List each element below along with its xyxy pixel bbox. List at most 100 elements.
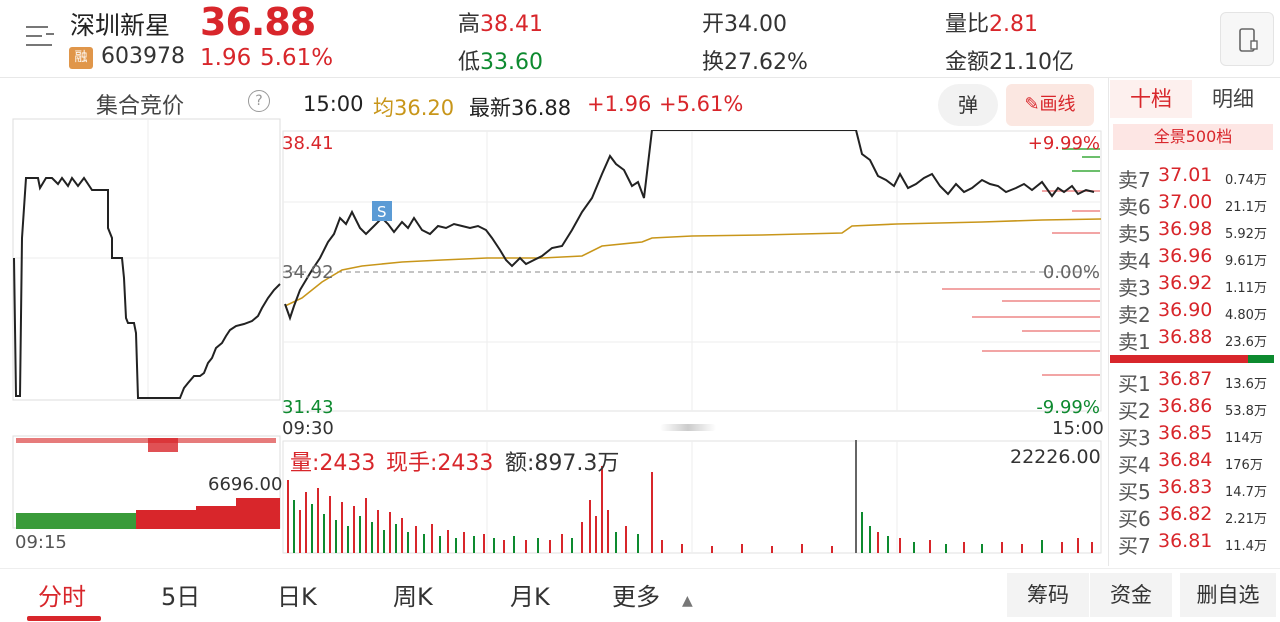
bid-row: 买7 36.81 11.4万: [1118, 530, 1276, 558]
draw-line-label: 画线: [1039, 94, 1076, 115]
popup-button[interactable]: 弹: [938, 84, 998, 126]
auction-vol-max: 6696.00: [208, 474, 282, 495]
amount-label: 额:897.3万: [505, 451, 620, 476]
info-latest-price: 最新36.88: [469, 96, 572, 120]
ask-label: 卖7: [1118, 168, 1151, 192]
info-avg-price: 均36.20: [373, 96, 455, 120]
stock-code: 603978: [101, 44, 185, 69]
help-icon[interactable]: ?: [248, 90, 270, 112]
funds-button[interactable]: 资金: [1090, 573, 1172, 617]
intraday-chart: S 38.41 34.92 31.43 +9.99% 0.00% -9.99%: [282, 130, 1102, 418]
bid-label: 买1: [1118, 372, 1151, 396]
tab-intraday[interactable]: 分时: [38, 583, 86, 611]
tab-more[interactable]: 更多 ▲: [612, 577, 693, 612]
ask-row: 卖3 36.92 1.11万: [1118, 272, 1276, 300]
tab-details[interactable]: 明细: [1212, 87, 1254, 111]
axis-pct-mid: 0.00%: [1043, 262, 1100, 283]
axis-pct-bottom: -9.99%: [1036, 397, 1100, 418]
bid-volume: 2.21万: [1225, 512, 1267, 527]
draw-line-button[interactable]: ✎画线: [1006, 84, 1094, 126]
ask-row: 卖6 37.00 21.1万: [1118, 191, 1276, 219]
axis-price-top: 38.41: [282, 133, 334, 154]
stat-open-value: 34.00: [724, 12, 787, 37]
tab-day-k[interactable]: 日K: [277, 583, 317, 611]
ask-row: 卖5 36.98 5.92万: [1118, 218, 1276, 246]
axis-time-start: 09:30: [282, 418, 334, 439]
full-level-button[interactable]: 全景500档: [1113, 124, 1273, 150]
ask-price: 36.92: [1158, 272, 1213, 294]
bid-row: 买2 36.86 53.8万: [1118, 395, 1276, 423]
tab-ten-levels[interactable]: 十档: [1110, 80, 1192, 118]
ask-label: 卖6: [1118, 195, 1151, 219]
tab-5day[interactable]: 5日: [161, 583, 201, 611]
ask-row: 卖1 36.88 23.6万: [1118, 326, 1276, 354]
stat-low-label: 低: [458, 50, 481, 75]
bid-label: 买3: [1118, 426, 1151, 450]
tab-month-k[interactable]: 月K: [510, 583, 550, 611]
stat-amount-value: 21.10亿: [989, 50, 1074, 75]
bid-label: 买7: [1118, 534, 1151, 558]
stat-vol-ratio-label: 量比: [945, 12, 990, 37]
bid-volume: 14.7万: [1225, 485, 1267, 500]
ask-row: 卖7 37.01 0.74万: [1118, 164, 1276, 192]
current-hand-label: 现手:2433: [386, 451, 494, 476]
volume-label: 量:2433: [290, 451, 376, 476]
remove-favorite-button[interactable]: 删自选: [1180, 573, 1276, 617]
ask-row: 卖2 36.90 4.80万: [1118, 299, 1276, 327]
auction-time-label: 09:15: [15, 532, 67, 548]
chips-button[interactable]: 筹码: [1007, 573, 1089, 617]
orderbook-divider: [1108, 78, 1109, 566]
ask-price: 37.01: [1158, 164, 1213, 186]
stat-high-value: 38.41: [480, 12, 543, 37]
ask-volume: 9.61万: [1225, 254, 1267, 269]
bid-label: 买4: [1118, 453, 1151, 477]
axis-time-end: 15:00: [1052, 418, 1104, 439]
buy-sell-ratio-bar-green: [1248, 355, 1274, 363]
depth-bars: [942, 148, 1100, 376]
bid-price: 36.84: [1158, 449, 1213, 471]
ask-price: 36.88: [1158, 326, 1213, 348]
menu-icon[interactable]: [22, 22, 56, 52]
stat-open: 开34.00: [702, 6, 787, 38]
stat-low-value: 33.60: [480, 50, 543, 75]
bid-row: 买3 36.85 114万: [1118, 422, 1276, 450]
margin-badge: 融: [69, 47, 93, 69]
bid-price: 36.82: [1158, 503, 1213, 525]
auction-chart: 6696.00 09:15: [12, 118, 282, 548]
price-change-pct: 5.61%: [260, 45, 334, 71]
bid-label: 买6: [1118, 507, 1151, 531]
buy-sell-ratio-bar: [1110, 355, 1248, 363]
stat-amount: 金额21.10亿: [945, 44, 1074, 76]
stat-open-label: 开: [702, 12, 725, 37]
volume-max-label: 22226.00: [1010, 446, 1101, 468]
stat-high-label: 高: [458, 12, 481, 37]
auction-price-line: [13, 176, 281, 399]
axis-price-bottom: 31.43: [282, 397, 334, 418]
ask-price: 36.96: [1158, 245, 1213, 267]
buy-signal-marker[interactable]: S: [377, 203, 387, 221]
bid-price: 36.83: [1158, 476, 1213, 498]
header-divider: [0, 77, 1280, 78]
bid-volume: 11.4万: [1225, 539, 1267, 554]
stat-turnover: 换27.62%: [702, 44, 808, 76]
ask-volume: 5.92万: [1225, 227, 1267, 242]
stat-vol-ratio: 量比2.81: [945, 6, 1038, 38]
auction-title: 集合竞价: [96, 94, 185, 119]
bid-row: 买4 36.84 176万: [1118, 449, 1276, 477]
device-toggle-button[interactable]: [1220, 12, 1274, 66]
phone-icon: [1239, 28, 1258, 52]
axis-pct-top: +9.99%: [1028, 133, 1100, 154]
ask-volume: 4.80万: [1225, 308, 1267, 323]
current-price: 36.88: [200, 0, 316, 44]
caret-up-icon: ▲: [682, 593, 693, 609]
bid-label: 买5: [1118, 480, 1151, 504]
tab-week-k[interactable]: 周K: [393, 583, 433, 611]
bid-volume: 13.6万: [1225, 377, 1267, 392]
bid-row: 买1 36.87 13.6万: [1118, 368, 1276, 396]
info-change: +1.96: [587, 92, 652, 116]
axis-price-mid: 34.92: [282, 262, 334, 283]
stat-turnover-value: 27.62%: [724, 50, 808, 75]
ask-volume: 0.74万: [1225, 173, 1267, 188]
chart-drag-handle[interactable]: [660, 424, 716, 431]
ask-label: 卖5: [1118, 222, 1151, 246]
